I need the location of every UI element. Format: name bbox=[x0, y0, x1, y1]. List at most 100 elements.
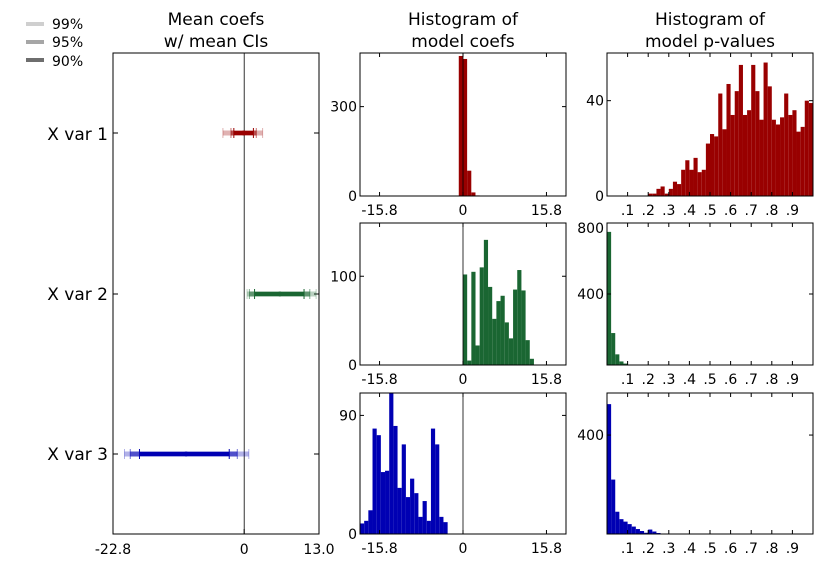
coef-title-line1: Mean coefs bbox=[168, 10, 265, 30]
histogram-bar bbox=[689, 169, 694, 196]
row-label-2: X var 2 bbox=[47, 285, 108, 305]
histogram-bar bbox=[607, 404, 612, 534]
histogram-bar bbox=[475, 345, 480, 365]
histogram-bar bbox=[767, 86, 772, 196]
histogram-bar bbox=[656, 188, 661, 196]
ytick-label: 0 bbox=[348, 189, 357, 205]
histogram-bar bbox=[648, 529, 653, 534]
histogram-bar bbox=[623, 363, 628, 365]
histogram-bar bbox=[784, 93, 789, 196]
histogram-bar bbox=[422, 501, 427, 534]
hist-title-line1: Histogram of bbox=[408, 10, 519, 30]
coef-xtick-label: 0 bbox=[240, 542, 249, 558]
xtick-label: 0 bbox=[459, 541, 468, 557]
xtick-label: 15.8 bbox=[531, 372, 562, 388]
ytick-label: 90 bbox=[339, 408, 357, 424]
histogram-bar bbox=[648, 193, 653, 196]
xtick-label: -15.8 bbox=[361, 203, 397, 219]
histogram-bar bbox=[430, 428, 436, 534]
histogram-bar bbox=[492, 318, 497, 365]
histogram-bar bbox=[372, 428, 377, 534]
histogram-bar bbox=[385, 470, 390, 534]
xtick-label: -15.8 bbox=[361, 372, 397, 388]
pval-hist-panel-1: .1 .2 .3 .4 .5 .6 .7 .8 .9 40 0 bbox=[586, 52, 814, 219]
histogram-bar bbox=[500, 295, 505, 365]
histogram-bar bbox=[462, 58, 468, 197]
xtick-label: .6 bbox=[724, 372, 737, 388]
histogram-bar bbox=[414, 493, 419, 534]
histogram-bar bbox=[615, 354, 620, 365]
xtick-label: .7 bbox=[745, 541, 758, 557]
coef-xtick-label: -22.8 bbox=[95, 542, 131, 558]
xtick-label: .3 bbox=[662, 203, 675, 219]
histogram-bar bbox=[364, 520, 369, 534]
histogram-bar bbox=[738, 64, 743, 197]
histogram-bar bbox=[644, 532, 649, 534]
histogram-bar bbox=[693, 157, 698, 196]
xtick-label: .7 bbox=[745, 203, 758, 219]
histogram-bar bbox=[463, 274, 468, 365]
xtick-label: 0 bbox=[459, 372, 468, 388]
ytick-label: 0 bbox=[595, 189, 604, 205]
histogram-bar bbox=[380, 472, 386, 534]
xtick-label: .2 bbox=[642, 372, 655, 388]
histogram-bar bbox=[525, 340, 530, 365]
xtick-label: .6 bbox=[724, 541, 737, 557]
histogram-bar bbox=[521, 290, 526, 365]
histogram-bar bbox=[726, 83, 731, 196]
histogram-bar bbox=[439, 516, 444, 534]
histogram-bar bbox=[730, 114, 735, 196]
histogram-bar bbox=[410, 478, 415, 534]
row-label-3: X var 3 bbox=[47, 445, 108, 465]
row-label-1: X var 1 bbox=[47, 125, 108, 145]
histogram-bar bbox=[504, 322, 509, 365]
coef-xtick-label: 13.0 bbox=[303, 542, 334, 558]
histogram-bar bbox=[808, 103, 813, 196]
histogram-bar bbox=[652, 193, 657, 196]
histogram-bar bbox=[792, 110, 797, 196]
histogram-bar bbox=[611, 333, 616, 365]
coef-title-line2: w/ mean CIs bbox=[164, 32, 269, 52]
histogram-bar bbox=[458, 55, 463, 196]
histogram-bar bbox=[615, 511, 620, 534]
histogram-bar bbox=[529, 358, 534, 365]
xtick-label: -15.8 bbox=[361, 541, 397, 557]
pval-hist-panel-2: .1 .2 .3 .4 .5 .6 .7 .8 .9 800 400 bbox=[577, 221, 814, 388]
histogram-bar bbox=[467, 170, 472, 196]
histogram-bar bbox=[639, 531, 645, 534]
legend-label-90: 90% bbox=[52, 54, 83, 70]
pval-title-line2: model p-values bbox=[645, 32, 775, 52]
histogram-bar bbox=[393, 425, 398, 534]
ytick-label: 100 bbox=[330, 269, 357, 285]
ytick-label: 0 bbox=[348, 527, 357, 543]
histogram-bar bbox=[467, 360, 472, 365]
histogram-bar bbox=[513, 289, 518, 365]
xtick-label: 0 bbox=[459, 203, 468, 219]
hist-title-line2: model coefs bbox=[411, 32, 515, 52]
histogram-bar bbox=[701, 169, 706, 196]
histogram-bar bbox=[368, 510, 373, 534]
histogram-bar bbox=[705, 143, 710, 196]
histogram-bar bbox=[796, 131, 801, 196]
histogram-bar bbox=[631, 526, 636, 534]
histogram-bar bbox=[747, 110, 752, 196]
xtick-label: .1 bbox=[621, 541, 634, 557]
pvalue-histogram-column: .1.2.3.4.5.6.7.8.9400.1.2.3.4.5.6.7.8.98… bbox=[577, 52, 814, 557]
xtick-label: .7 bbox=[745, 372, 758, 388]
xtick-label: .8 bbox=[765, 203, 778, 219]
histogram-bar bbox=[619, 361, 624, 365]
histogram-bar bbox=[751, 64, 756, 197]
legend-label-99: 99% bbox=[52, 17, 83, 33]
xtick-label: .6 bbox=[724, 203, 737, 219]
xtick-label: 15.8 bbox=[531, 541, 562, 557]
histogram-bar bbox=[681, 169, 686, 196]
histogram-bar bbox=[508, 338, 514, 365]
histogram-bar bbox=[389, 393, 394, 534]
histogram-bar bbox=[722, 129, 727, 196]
histogram-bar bbox=[734, 91, 739, 196]
axes-frame bbox=[606, 392, 814, 535]
histogram-bar bbox=[479, 267, 484, 365]
histogram-bar bbox=[619, 519, 624, 534]
